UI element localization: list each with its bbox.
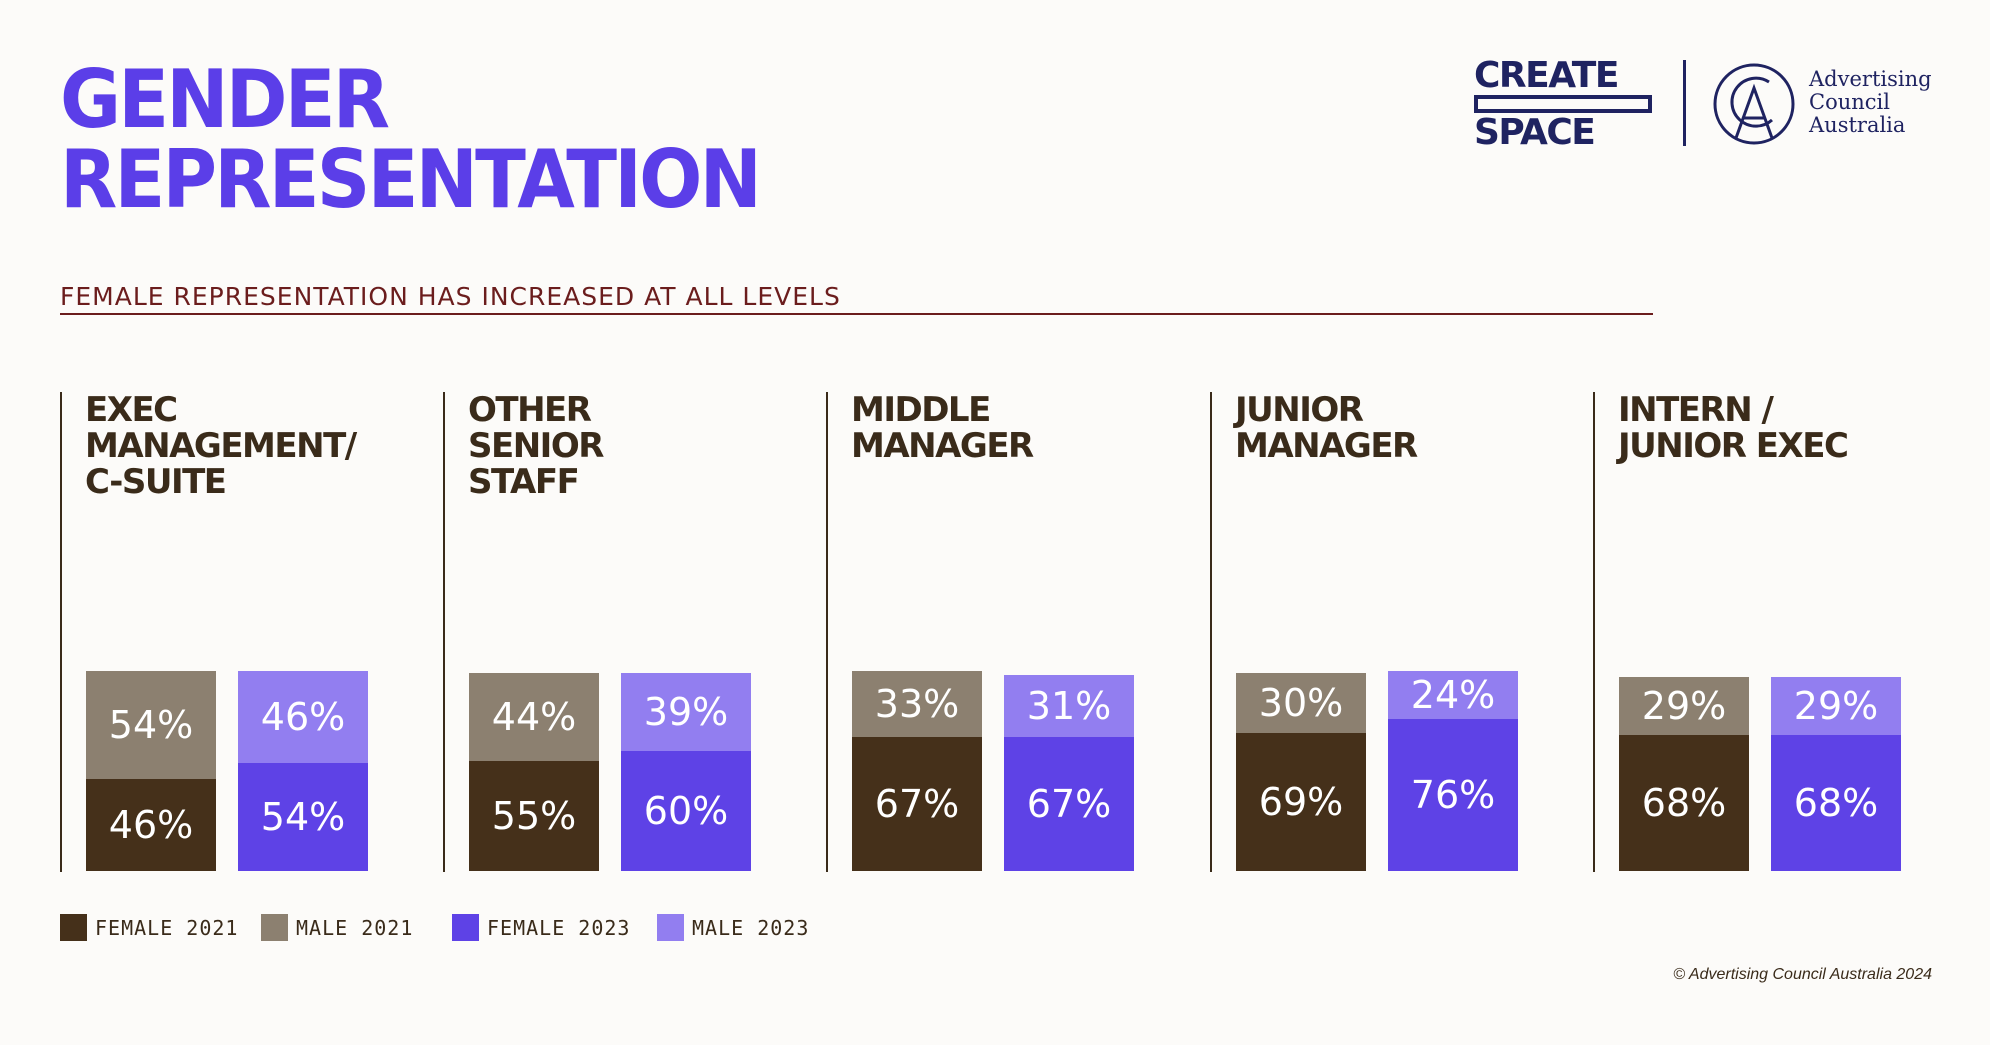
group-divider — [60, 392, 62, 872]
data-label: 68% — [1642, 781, 1726, 825]
bar-segment-male-2023 — [238, 671, 368, 763]
legend-swatch — [657, 914, 684, 941]
bar-segment-male-2023 — [1771, 677, 1901, 735]
advertising-council-logo-text: Advertising Council Australia — [1809, 68, 1932, 137]
bar-segment-female-2021 — [1619, 735, 1749, 871]
legend-swatch — [261, 914, 288, 941]
bar-segment-female-2021 — [469, 761, 599, 871]
create-space-logo: CREATE SPACE — [1474, 55, 1652, 153]
legend-swatch — [452, 914, 479, 941]
data-label: 46% — [261, 695, 345, 739]
page-title-line-2: REPRESENTATION — [60, 133, 762, 226]
council-line-3: Australia — [1809, 113, 1906, 137]
data-label: 54% — [261, 795, 345, 839]
data-label: 55% — [492, 794, 576, 838]
group-divider — [1210, 392, 1212, 872]
bar-segment-male-2023 — [621, 673, 751, 751]
data-label: 33% — [875, 682, 959, 726]
bar-segment-male-2021 — [469, 673, 599, 761]
create-space-logo-box — [1474, 95, 1652, 113]
council-line-1: Advertising — [1809, 67, 1932, 91]
legend-label: FEMALE 2023 — [487, 916, 631, 940]
category-label: INTERN / JUNIOR EXEC — [1618, 390, 1849, 466]
bar-segment-male-2023 — [1004, 675, 1134, 737]
bar-segment-female-2023 — [621, 751, 751, 871]
council-line-2: Council — [1809, 90, 1890, 114]
bar-segment-female-2021 — [86, 779, 216, 871]
category-label: EXEC MANAGEMENT/ C-SUITE — [85, 390, 357, 502]
category-label: MIDDLE MANAGER — [851, 390, 1034, 466]
bar-segment-female-2023 — [238, 763, 368, 871]
copyright-notice: © Advertising Council Australia 2024 — [1673, 966, 1932, 983]
bar-segment-female-2023 — [1771, 735, 1901, 871]
data-label: 60% — [644, 789, 728, 833]
legend-swatch — [60, 914, 87, 941]
data-label: 29% — [1794, 684, 1878, 728]
page-title-line-1: GENDER — [60, 53, 390, 146]
data-label: 31% — [1027, 684, 1111, 728]
legend-label: MALE 2023 — [692, 916, 810, 940]
data-label: 39% — [644, 690, 728, 734]
bar-segment-male-2021 — [1236, 673, 1366, 733]
page-title: GENDER REPRESENTATION — [60, 53, 762, 226]
data-label: 68% — [1794, 781, 1878, 825]
data-label: 30% — [1259, 681, 1343, 725]
group-divider — [443, 392, 445, 872]
category-label: JUNIOR MANAGER — [1235, 390, 1418, 466]
legend-label: MALE 2021 — [296, 916, 414, 940]
data-label: 67% — [1027, 782, 1111, 826]
data-label: 24% — [1411, 673, 1495, 717]
data-label: 44% — [492, 695, 576, 739]
data-label: 76% — [1411, 773, 1495, 817]
chart-subtitle: FEMALE REPRESENTATION HAS INCREASED AT A… — [60, 282, 841, 311]
bar-segment-male-2021 — [86, 671, 216, 779]
group-divider — [1593, 392, 1595, 872]
data-label: 54% — [109, 703, 193, 747]
bar-segment-female-2021 — [852, 737, 982, 871]
bar-segment-female-2021 — [1236, 733, 1366, 871]
logo-divider — [1683, 60, 1686, 146]
data-label: 29% — [1642, 684, 1726, 728]
bar-segment-male-2021 — [852, 671, 982, 737]
group-divider — [826, 392, 828, 872]
subtitle-rule — [60, 313, 1653, 315]
bar-segment-male-2021 — [1619, 677, 1749, 735]
bar-segment-male-2023 — [1388, 671, 1518, 719]
legend-label: FEMALE 2021 — [95, 916, 239, 940]
data-label: 46% — [109, 803, 193, 847]
bar-segment-female-2023 — [1388, 719, 1518, 871]
bar-segment-female-2023 — [1004, 737, 1134, 871]
create-space-logo-line-2: SPACE — [1474, 112, 1596, 153]
category-label: OTHER SENIOR STAFF — [468, 390, 604, 502]
advertising-council-emblem-icon — [1713, 63, 1795, 145]
data-label: 67% — [875, 782, 959, 826]
create-space-logo-line-1: CREATE — [1474, 55, 1619, 96]
data-label: 69% — [1259, 780, 1343, 824]
